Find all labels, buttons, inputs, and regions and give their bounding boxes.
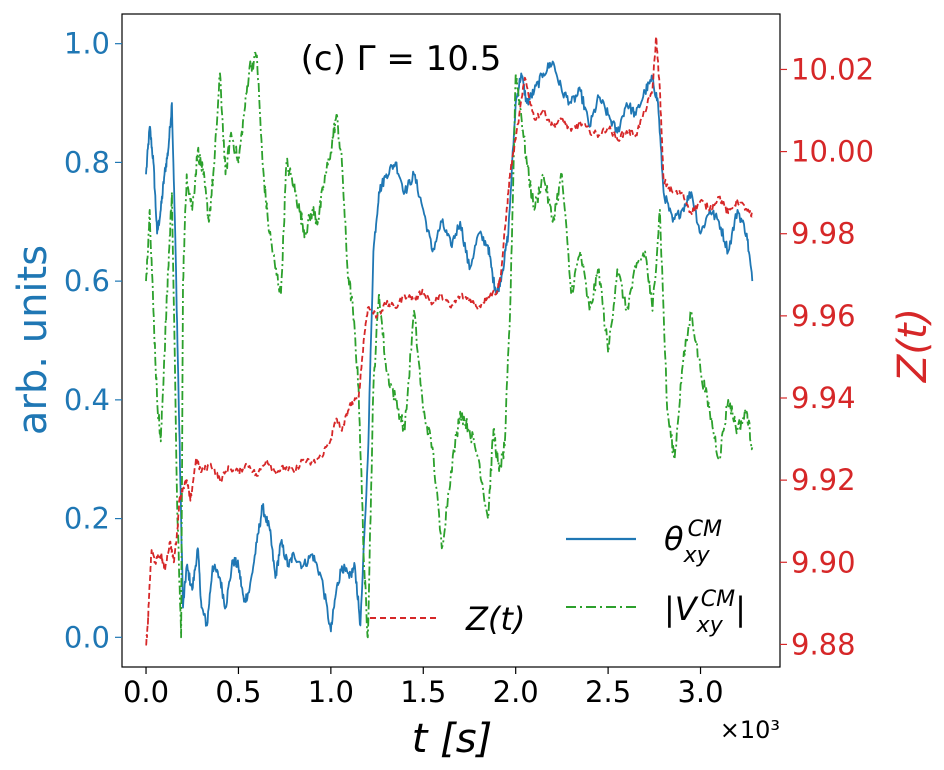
- series-layer: [145, 35, 754, 646]
- x-tick-label: 0.5: [215, 675, 261, 709]
- plot-frame: [121, 13, 781, 668]
- left-tick-label: 0.0: [64, 620, 110, 654]
- x-tick-label: 3.0: [677, 675, 723, 709]
- left-tick-label: 0.2: [64, 502, 110, 536]
- left-axis-label: arb. units: [10, 245, 56, 435]
- left-axis-ticks: 0.0 0.2 0.4 0.6 0.8 1.0: [64, 27, 122, 654]
- right-tick-label: 10.00: [791, 135, 874, 169]
- legend-z-label: Z(t): [465, 600, 525, 638]
- series-line-2: [145, 35, 754, 646]
- series-line-0: [145, 60, 754, 633]
- x-tick-label: 2.5: [585, 675, 631, 709]
- right-tick-label: 9.98: [791, 217, 856, 251]
- x-axis-multiplier: ×10³: [720, 716, 780, 744]
- plot-background: [122, 14, 780, 667]
- right-axis-ticks: 9.88 9.90 9.92 9.94 9.96 9.98 10.00 10.02: [780, 52, 874, 661]
- x-tick-label: 0.0: [123, 675, 169, 709]
- right-tick-label: 9.94: [791, 381, 856, 415]
- right-tick-label: 10.02: [791, 52, 874, 86]
- right-tick-label: 9.90: [791, 545, 856, 579]
- series-line-1: [145, 51, 754, 639]
- x-axis-ticks: 0.0 0.5 1.0 1.5 2.0 2.5 3.0: [123, 667, 724, 709]
- right-tick-label: 9.96: [791, 299, 856, 333]
- left-tick-label: 1.0: [64, 27, 110, 61]
- right-tick-label: 9.88: [791, 627, 856, 661]
- right-tick-label: 9.92: [791, 463, 856, 497]
- left-tick-label: 0.4: [64, 383, 110, 417]
- chart-title: (c) Γ = 10.5: [301, 39, 502, 79]
- left-tick-label: 0.8: [64, 145, 110, 179]
- x-tick-label: 2.0: [493, 675, 539, 709]
- x-axis-label: t [s]: [412, 716, 492, 762]
- x-tick-label: 1.5: [400, 675, 446, 709]
- right-axis-label: Z(t): [890, 308, 936, 383]
- x-tick-label: 1.0: [308, 675, 354, 709]
- left-tick-label: 0.6: [64, 264, 110, 298]
